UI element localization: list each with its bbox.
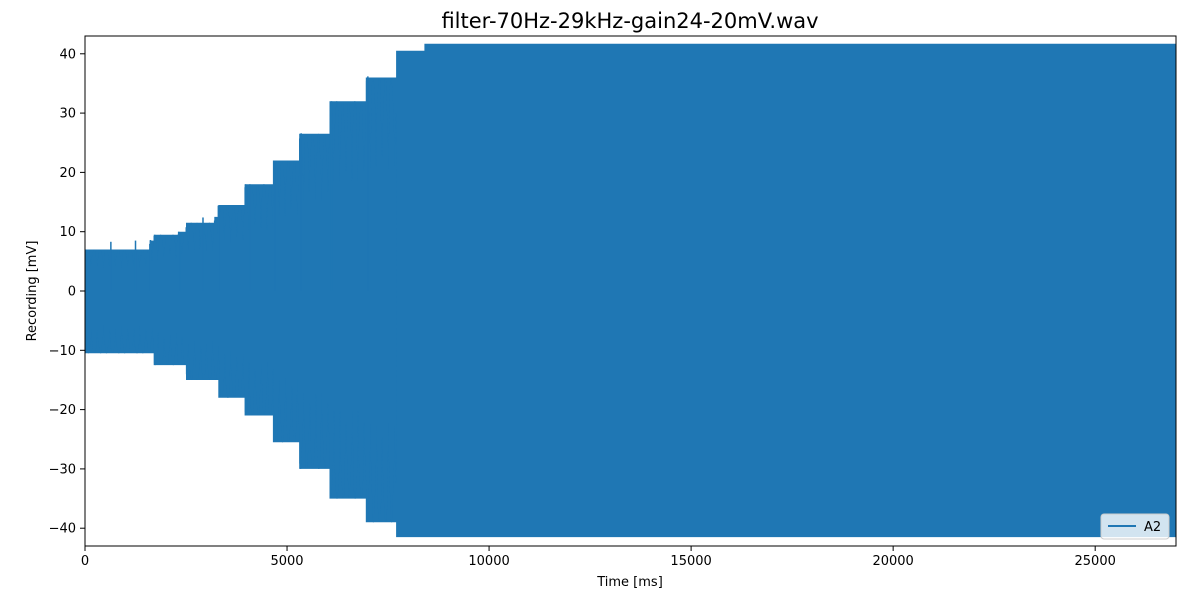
y-tick-label: −20 [49,403,76,418]
series-a2 [85,43,1176,538]
plot-area [85,43,1176,538]
y-tick-label: 20 [59,166,76,181]
x-tick-label: 25000 [1075,554,1116,569]
y-tick-label: −40 [49,522,76,537]
x-tick-label: 15000 [670,554,711,569]
y-tick-label: 0 [68,285,76,300]
y-tick-label: −10 [49,344,76,359]
legend-label-a2: A2 [1144,520,1161,535]
y-axis-label: Recording [mV] [25,241,40,342]
x-tick-label: 20000 [872,554,913,569]
x-axis-label: Time [ms] [596,575,663,590]
x-tick-label: 5000 [270,554,303,569]
legend: A2 [1100,513,1170,540]
axes: 0 5000 10000 15000 20000 25000 −40 −30 −20 −10 0 10… [49,35,1177,569]
x-tick-label: 0 [81,554,89,569]
y-tick-label: 40 [59,47,76,62]
y-tick-label: −30 [49,462,76,477]
y-tick-label: 30 [59,107,76,122]
x-tick-label: 10000 [468,554,509,569]
y-tick-label: 10 [59,225,76,240]
chart-title: filter-70Hz-29kHz-gain24-20mV.wav [441,9,818,33]
